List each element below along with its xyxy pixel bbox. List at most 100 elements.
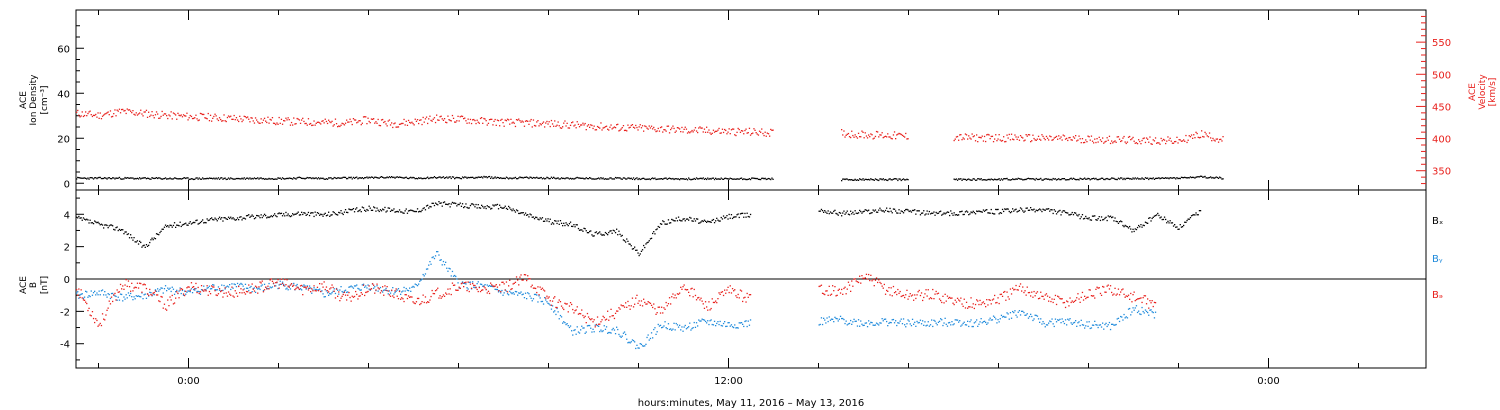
data-point bbox=[618, 307, 620, 309]
data-point bbox=[582, 314, 584, 317]
data-point bbox=[486, 124, 488, 126]
data-point bbox=[547, 123, 549, 125]
data-point bbox=[315, 290, 317, 292]
data-point bbox=[427, 122, 429, 125]
data-point bbox=[990, 303, 992, 305]
data-point bbox=[443, 118, 446, 120]
data-point bbox=[704, 301, 707, 303]
data-point bbox=[468, 290, 470, 293]
data-point bbox=[1035, 177, 1037, 180]
data-point bbox=[280, 178, 283, 180]
data-point bbox=[662, 220, 664, 222]
data-point bbox=[1073, 321, 1076, 324]
data-point bbox=[1049, 210, 1051, 212]
data-point bbox=[347, 291, 349, 293]
data-point bbox=[252, 120, 254, 122]
data-point bbox=[339, 300, 341, 302]
data-point bbox=[520, 212, 522, 214]
data-point bbox=[517, 294, 519, 296]
data-point bbox=[582, 177, 584, 179]
data-point bbox=[863, 210, 865, 212]
data-point bbox=[563, 321, 565, 323]
data-point bbox=[537, 120, 539, 122]
data-point bbox=[465, 176, 467, 178]
data-point bbox=[515, 209, 518, 211]
data-point bbox=[527, 214, 529, 216]
data-point bbox=[564, 322, 566, 324]
data-point bbox=[614, 312, 617, 314]
data-point bbox=[896, 178, 898, 180]
data-point bbox=[490, 177, 492, 179]
data-point bbox=[1147, 138, 1149, 140]
data-point bbox=[553, 176, 555, 178]
data-point bbox=[1126, 317, 1129, 319]
data-point bbox=[1175, 140, 1177, 143]
data-point bbox=[448, 176, 450, 178]
data-point bbox=[625, 129, 627, 131]
data-point bbox=[139, 240, 141, 242]
data-point bbox=[209, 218, 212, 220]
data-point bbox=[523, 176, 526, 179]
data-point bbox=[250, 292, 252, 294]
data-point bbox=[460, 283, 463, 285]
data-point bbox=[1184, 176, 1186, 178]
data-point bbox=[935, 211, 937, 214]
data-point bbox=[659, 126, 662, 129]
data-point bbox=[1005, 299, 1007, 301]
data-point bbox=[185, 290, 187, 292]
data-point bbox=[445, 121, 447, 123]
data-point bbox=[1031, 209, 1033, 211]
data-point bbox=[252, 288, 254, 290]
data-point bbox=[253, 290, 256, 292]
data-point bbox=[1039, 138, 1041, 140]
data-point bbox=[711, 132, 713, 134]
data-point bbox=[574, 226, 576, 228]
data-point bbox=[943, 322, 945, 324]
data-point bbox=[298, 214, 301, 216]
data-point bbox=[873, 179, 875, 181]
data-point bbox=[1017, 210, 1019, 212]
data-point bbox=[1150, 302, 1152, 304]
data-point bbox=[1015, 284, 1017, 287]
data-point bbox=[1100, 140, 1103, 143]
data-point bbox=[1129, 307, 1131, 310]
data-point bbox=[631, 124, 634, 126]
data-point bbox=[934, 293, 936, 295]
data-point bbox=[1071, 211, 1073, 214]
data-point bbox=[982, 140, 985, 142]
legend-bz: Bₔ bbox=[1432, 290, 1443, 301]
data-point bbox=[906, 178, 908, 180]
data-point bbox=[407, 119, 410, 122]
data-point bbox=[855, 212, 857, 214]
data-point bbox=[410, 122, 412, 124]
data-point bbox=[548, 220, 550, 223]
data-point bbox=[445, 292, 447, 294]
data-point bbox=[1021, 290, 1023, 292]
data-point bbox=[222, 296, 224, 298]
data-point bbox=[235, 292, 238, 294]
data-point bbox=[555, 178, 557, 180]
data-point bbox=[1094, 320, 1096, 322]
data-point bbox=[854, 320, 856, 322]
data-point bbox=[872, 209, 874, 211]
data-point bbox=[394, 290, 396, 292]
data-point bbox=[173, 113, 176, 115]
data-point bbox=[988, 178, 990, 180]
data-point bbox=[627, 177, 629, 179]
data-point bbox=[559, 178, 562, 180]
data-point bbox=[562, 177, 564, 180]
data-point bbox=[98, 176, 100, 179]
data-point bbox=[469, 176, 472, 179]
data-point bbox=[569, 124, 572, 126]
data-point bbox=[425, 268, 428, 270]
data-point bbox=[256, 177, 258, 180]
data-point bbox=[917, 291, 919, 293]
data-point bbox=[666, 328, 668, 330]
data-point bbox=[115, 295, 117, 298]
data-point bbox=[137, 113, 140, 115]
data-point bbox=[464, 176, 466, 178]
data-point bbox=[725, 216, 727, 219]
data-point bbox=[1014, 134, 1016, 136]
data-point bbox=[127, 292, 130, 294]
data-point bbox=[637, 347, 639, 349]
